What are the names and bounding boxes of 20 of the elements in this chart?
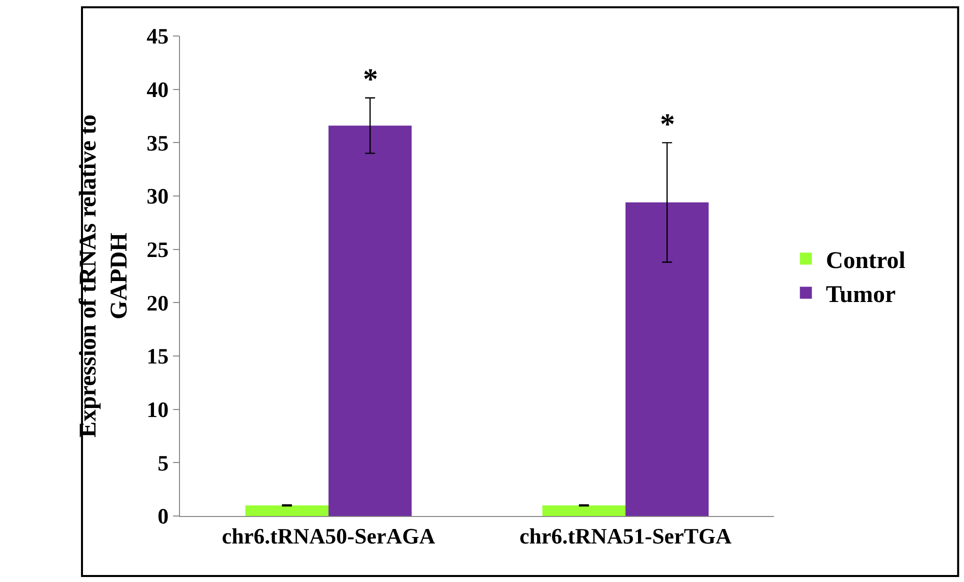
bar bbox=[626, 202, 709, 516]
bar bbox=[542, 505, 626, 516]
y-tick-label: 40 bbox=[146, 77, 169, 102]
y-tick-label: 20 bbox=[146, 290, 169, 316]
y-tick-label: 25 bbox=[146, 237, 169, 262]
y-tick-label: 45 bbox=[146, 24, 169, 49]
y-tick-label: 5 bbox=[158, 450, 169, 476]
legend-label: Tumor bbox=[826, 282, 896, 308]
y-tick-label: 35 bbox=[146, 130, 169, 156]
bar bbox=[328, 126, 412, 516]
y-tick-label: 10 bbox=[146, 397, 169, 422]
y-tick-label: 0 bbox=[158, 504, 169, 529]
x-tick-label: chr6.tRNA51-SerTGA bbox=[519, 523, 732, 548]
y-tick-label: 30 bbox=[146, 184, 169, 209]
annotation: * bbox=[363, 63, 378, 96]
annotation: * bbox=[660, 108, 675, 141]
y-tick-label: 15 bbox=[146, 344, 169, 369]
legend-label: Control bbox=[826, 248, 906, 274]
x-tick-label: chr6.tRNA50-SerAGA bbox=[222, 523, 436, 548]
bar bbox=[245, 505, 328, 516]
